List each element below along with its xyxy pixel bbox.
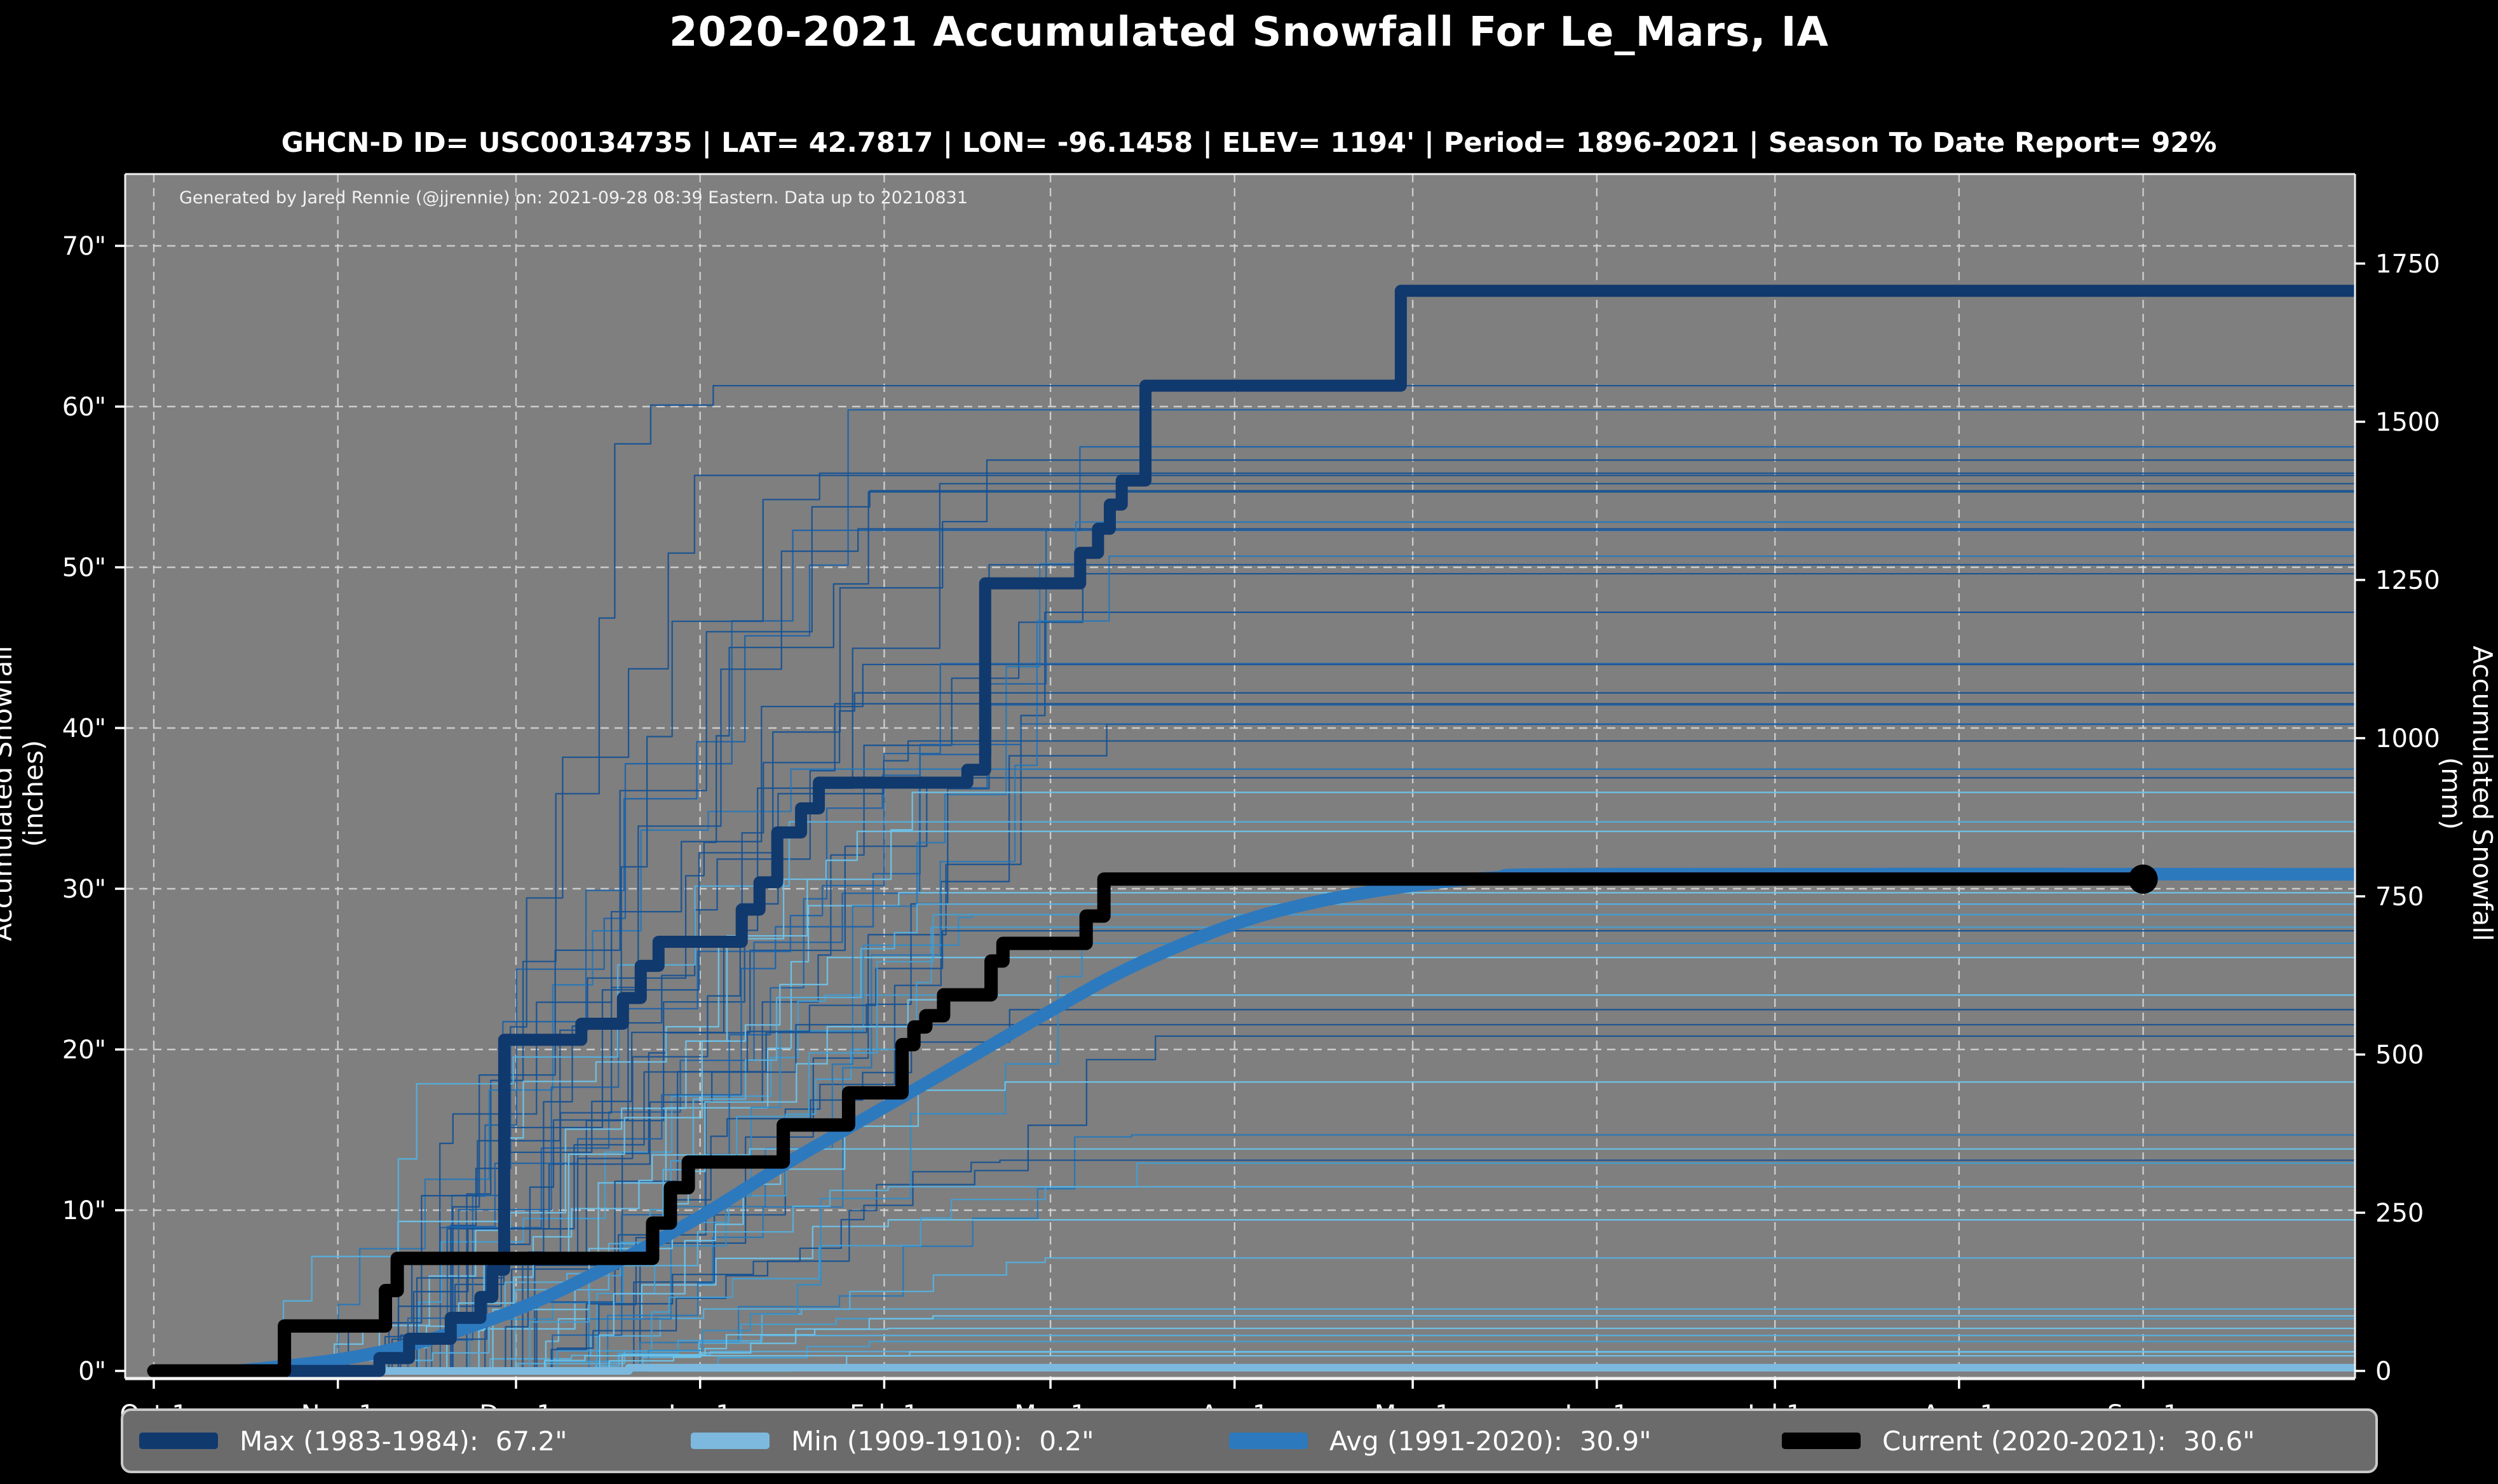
chart-subtitle: GHCN-D ID= USC00134735 | LAT= 42.7817 | … — [281, 127, 2217, 159]
y-axis-label-inches: Accumulated Snowfall (inches) — [0, 645, 49, 941]
y-right-tick-label: 1000 — [2375, 724, 2440, 753]
chart-title: 2020-2021 Accumulated Snowfall For Le_Ma… — [669, 9, 1829, 56]
y-left-tick-label: 40" — [62, 714, 106, 743]
legend: Max (1983-1984): 67.2" Min (1909-1910): 0… — [121, 1408, 2378, 1473]
y-left-tick-label: 50" — [62, 553, 106, 583]
y-right-tick-label: 1250 — [2375, 566, 2440, 595]
credit-text: Generated by Jared Rennie (@jjrennie) on… — [179, 188, 968, 208]
y-right-tick-label: 250 — [2375, 1199, 2424, 1228]
historical-season-line — [154, 521, 2355, 1372]
min-line — [150, 1363, 2355, 1375]
historical-season-line — [154, 957, 2355, 1372]
legend-swatch — [691, 1433, 770, 1449]
historical-season-line — [154, 768, 2355, 1372]
y-right-tick-label: 500 — [2375, 1041, 2424, 1070]
legend-item-max: Max (1983-1984): 67.2" — [139, 1411, 567, 1471]
legend-swatch — [1229, 1433, 1308, 1449]
legend-swatch — [1782, 1433, 1861, 1449]
historical-season-line — [154, 491, 2355, 1372]
legend-label: Min (1909-1910): 0.2" — [791, 1425, 1094, 1457]
legend-label: Max (1983-1984): 67.2" — [240, 1425, 567, 1457]
y-right-tick-label: 750 — [2375, 882, 2424, 912]
historical-season-lines — [154, 384, 2355, 1372]
historical-season-line — [154, 1162, 2355, 1372]
historical-season-line — [154, 1035, 2355, 1372]
plot-background — [125, 174, 2355, 1379]
y-axis-label-mm: Accumulated Snowfall (mm) — [2436, 645, 2498, 941]
historical-season-line — [154, 572, 2355, 1372]
historical-season-line — [154, 1009, 2355, 1372]
main-series-lines — [147, 285, 2355, 1378]
historical-season-line — [154, 723, 2355, 1372]
y-left-tick-label: 30" — [62, 875, 106, 904]
legend-item-avg: Avg (1991-2020): 30.9" — [1229, 1411, 1652, 1471]
legend-label: Current (2020-2021): 30.6" — [1882, 1425, 2255, 1457]
historical-season-line — [154, 821, 2355, 1372]
historical-season-line — [154, 475, 2355, 1372]
historical-season-line — [154, 926, 2355, 1372]
historical-season-line — [154, 611, 2355, 1372]
legend-swatch — [139, 1433, 218, 1449]
y-left-tick-label: 20" — [62, 1035, 106, 1065]
historical-season-line — [154, 663, 2355, 1372]
legend-label: Avg (1991-2020): 30.9" — [1329, 1425, 1652, 1457]
historical-season-line — [154, 1315, 2355, 1372]
historical-season-line — [154, 555, 2355, 1372]
gridlines — [125, 174, 2355, 1379]
y-right-tick-label: 1750 — [2375, 250, 2440, 279]
y-left-tick-label: 0" — [78, 1357, 106, 1386]
current-line — [147, 872, 2150, 1378]
legend-item-current: Current (2020-2021): 30.6" — [1782, 1411, 2255, 1471]
historical-season-line — [154, 1159, 2355, 1372]
historical-season-line — [154, 903, 2355, 1372]
axis-ticks — [115, 245, 2365, 1389]
y-left-tick-label: 10" — [62, 1196, 106, 1225]
historical-season-line — [154, 994, 2355, 1372]
current-end-dot — [2128, 864, 2158, 894]
historical-season-line — [154, 459, 2355, 1372]
y-left-tick-label: 70" — [62, 232, 106, 261]
y-right-tick-label: 0 — [2375, 1357, 2391, 1386]
historical-season-line — [154, 384, 2355, 1372]
historical-season-line — [154, 1257, 2355, 1372]
legend-item-min: Min (1909-1910): 0.2" — [691, 1411, 1094, 1471]
y-right-tick-label: 1500 — [2375, 408, 2440, 437]
historical-season-line — [154, 1081, 2355, 1372]
plot-spines — [124, 173, 2356, 1380]
max-line — [147, 285, 2355, 1377]
y-left-tick-label: 60" — [62, 393, 106, 422]
